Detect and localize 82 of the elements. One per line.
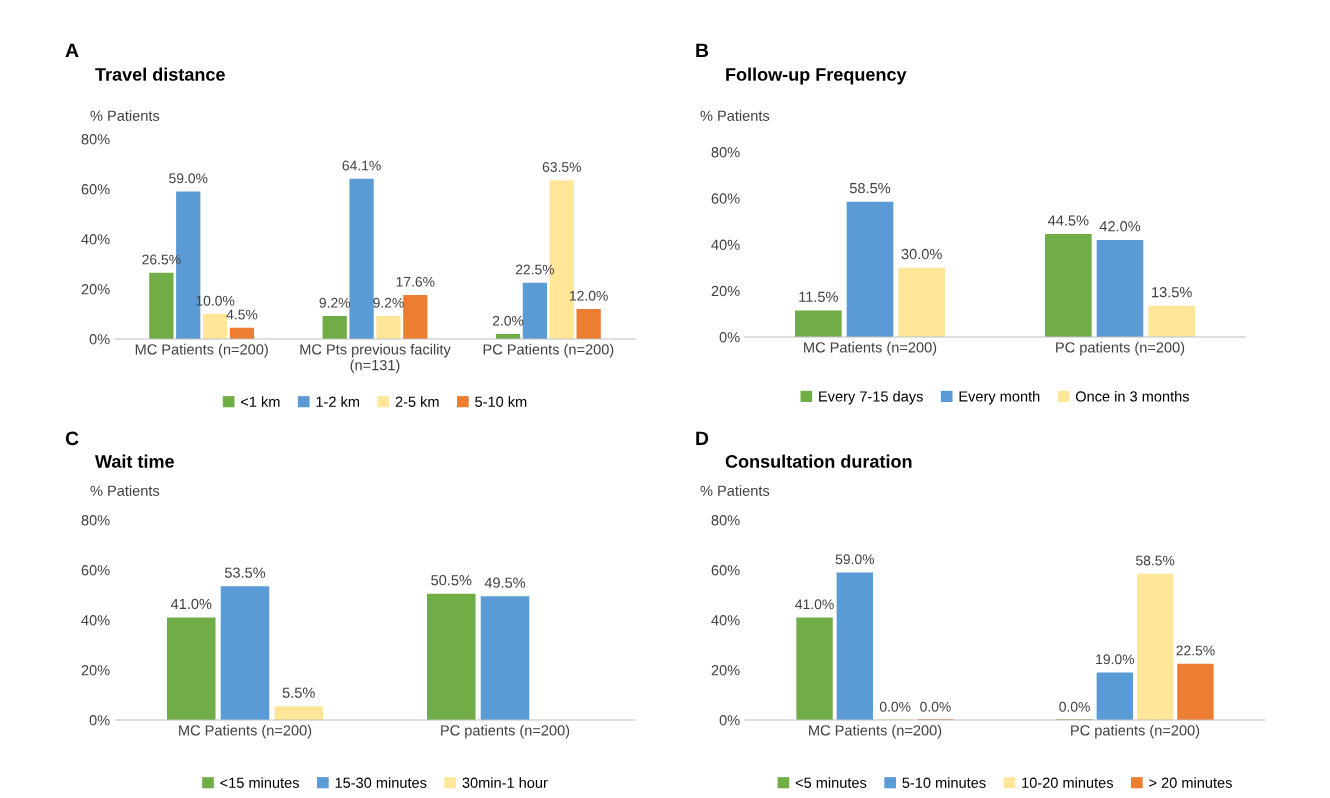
y-tick-label: 60% [81, 565, 110, 576]
y-axis-title: % Patients [700, 110, 770, 121]
y-tick-label: 80% [711, 147, 740, 158]
y-tick-label: 40% [81, 234, 110, 245]
x-tick-label: PC patients (n=200) [1071, 724, 1200, 739]
legend-label: <5 minutes [795, 777, 867, 788]
data-label: 5.5% [282, 687, 315, 698]
data-label: 59.0% [169, 173, 208, 184]
data-label: 49.5% [484, 577, 526, 588]
data-label: 0.0% [1059, 701, 1090, 712]
data-label: 12.0% [570, 290, 608, 301]
text: D [696, 431, 709, 446]
y-tick-label: 0% [89, 715, 110, 726]
data-label: 58.5% [849, 182, 891, 194]
data-label: 0.0% [879, 701, 911, 712]
y-tick-label: 60% [711, 193, 740, 204]
x-tick-label: MC Patients (n=200) [179, 724, 312, 739]
legend-label: 5-10 minutes [902, 777, 986, 788]
y-tick-label: 20% [81, 665, 110, 676]
y-tick-label: 0% [719, 715, 740, 726]
data-label: 9.2% [319, 297, 351, 308]
data-label: 0.0% [920, 701, 951, 712]
y-tick-label: 60% [711, 565, 740, 576]
text: B [696, 43, 709, 58]
x-tick-label: MC Patients (n=200) [809, 724, 942, 739]
y-tick-label: 0% [89, 334, 110, 345]
data-label: 22.5% [1176, 645, 1215, 656]
chart-title: Consultation duration [725, 454, 912, 468]
chart-title: Wait time [95, 454, 174, 468]
legend-label: 30min-1 hour [462, 777, 548, 788]
chart-title: Follow-up Frequency [726, 67, 907, 85]
x-tick-label: PC patients (n=200) [1056, 341, 1185, 356]
data-label: 58.5% [1136, 555, 1175, 566]
data-label: 22.5% [515, 264, 555, 275]
data-label: 41.0% [795, 599, 834, 610]
data-label: 44.5% [1047, 215, 1089, 226]
y-tick-label: 80% [81, 134, 110, 145]
x-tick-label: PC Patients (n=200) [483, 343, 614, 358]
y-tick-label: 40% [81, 615, 110, 626]
legend-label: 1-2 km [316, 396, 360, 407]
data-label: 19.0% [1096, 654, 1135, 665]
legend-label: 10-20 minutes [1022, 777, 1113, 788]
y-tick-label: 20% [81, 284, 110, 295]
y-tick-label: 40% [711, 239, 740, 250]
y-tick-label: 80% [711, 515, 740, 526]
data-label: 42.0% [1099, 221, 1141, 232]
y-tick-label: 60% [81, 184, 110, 195]
data-label: 17.6% [396, 276, 435, 287]
text: A [65, 43, 79, 58]
legend-label: Every 7-15 days [819, 390, 923, 405]
legend-label: > 20 minutes [1149, 777, 1232, 788]
legend-label: 5-10 km [475, 396, 527, 407]
y-tick-label: 80% [81, 515, 110, 526]
legend-label: Every month [959, 390, 1040, 405]
y-tick-label: 20% [711, 285, 740, 297]
legend-label: <15 minutes [220, 777, 299, 788]
data-label: 4.5% [226, 309, 258, 320]
data-label: 50.5% [431, 574, 472, 586]
data-label: 64.1% [342, 160, 381, 171]
data-label: 11.5% [799, 291, 838, 302]
data-label: 30.0% [901, 248, 942, 260]
y-axis-title: % Patients [700, 485, 770, 496]
x-tick-label: MC Patients (n=200) [804, 341, 937, 356]
legend-label: <1 km [241, 396, 280, 407]
data-label: 63.5% [542, 162, 581, 172]
legend-label: Once in 3 months [1075, 390, 1189, 402]
chart-title: Travel distance [95, 67, 225, 81]
data-label: 13.5% [1152, 287, 1192, 298]
y-tick-label: 20% [711, 665, 740, 676]
y-axis-title: % Patients [90, 110, 160, 121]
x-tick-label: PC patients (n=200) [441, 724, 570, 739]
data-label: 41.0% [170, 598, 212, 610]
y-tick-label: 0% [719, 332, 740, 343]
y-axis-title: % Patients [90, 485, 160, 496]
legend-label: 2-5 km [395, 396, 439, 407]
data-label: 59.0% [835, 554, 875, 565]
x-tick-label: MC Pts previous facility (n=131) [300, 343, 451, 374]
y-tick-label: 40% [711, 615, 740, 626]
x-tick-label: MC Patients (n=200) [135, 343, 268, 358]
legend-label: 15-30 minutes [335, 777, 427, 788]
data-label: 53.5% [224, 567, 266, 578]
text: C [65, 431, 79, 446]
